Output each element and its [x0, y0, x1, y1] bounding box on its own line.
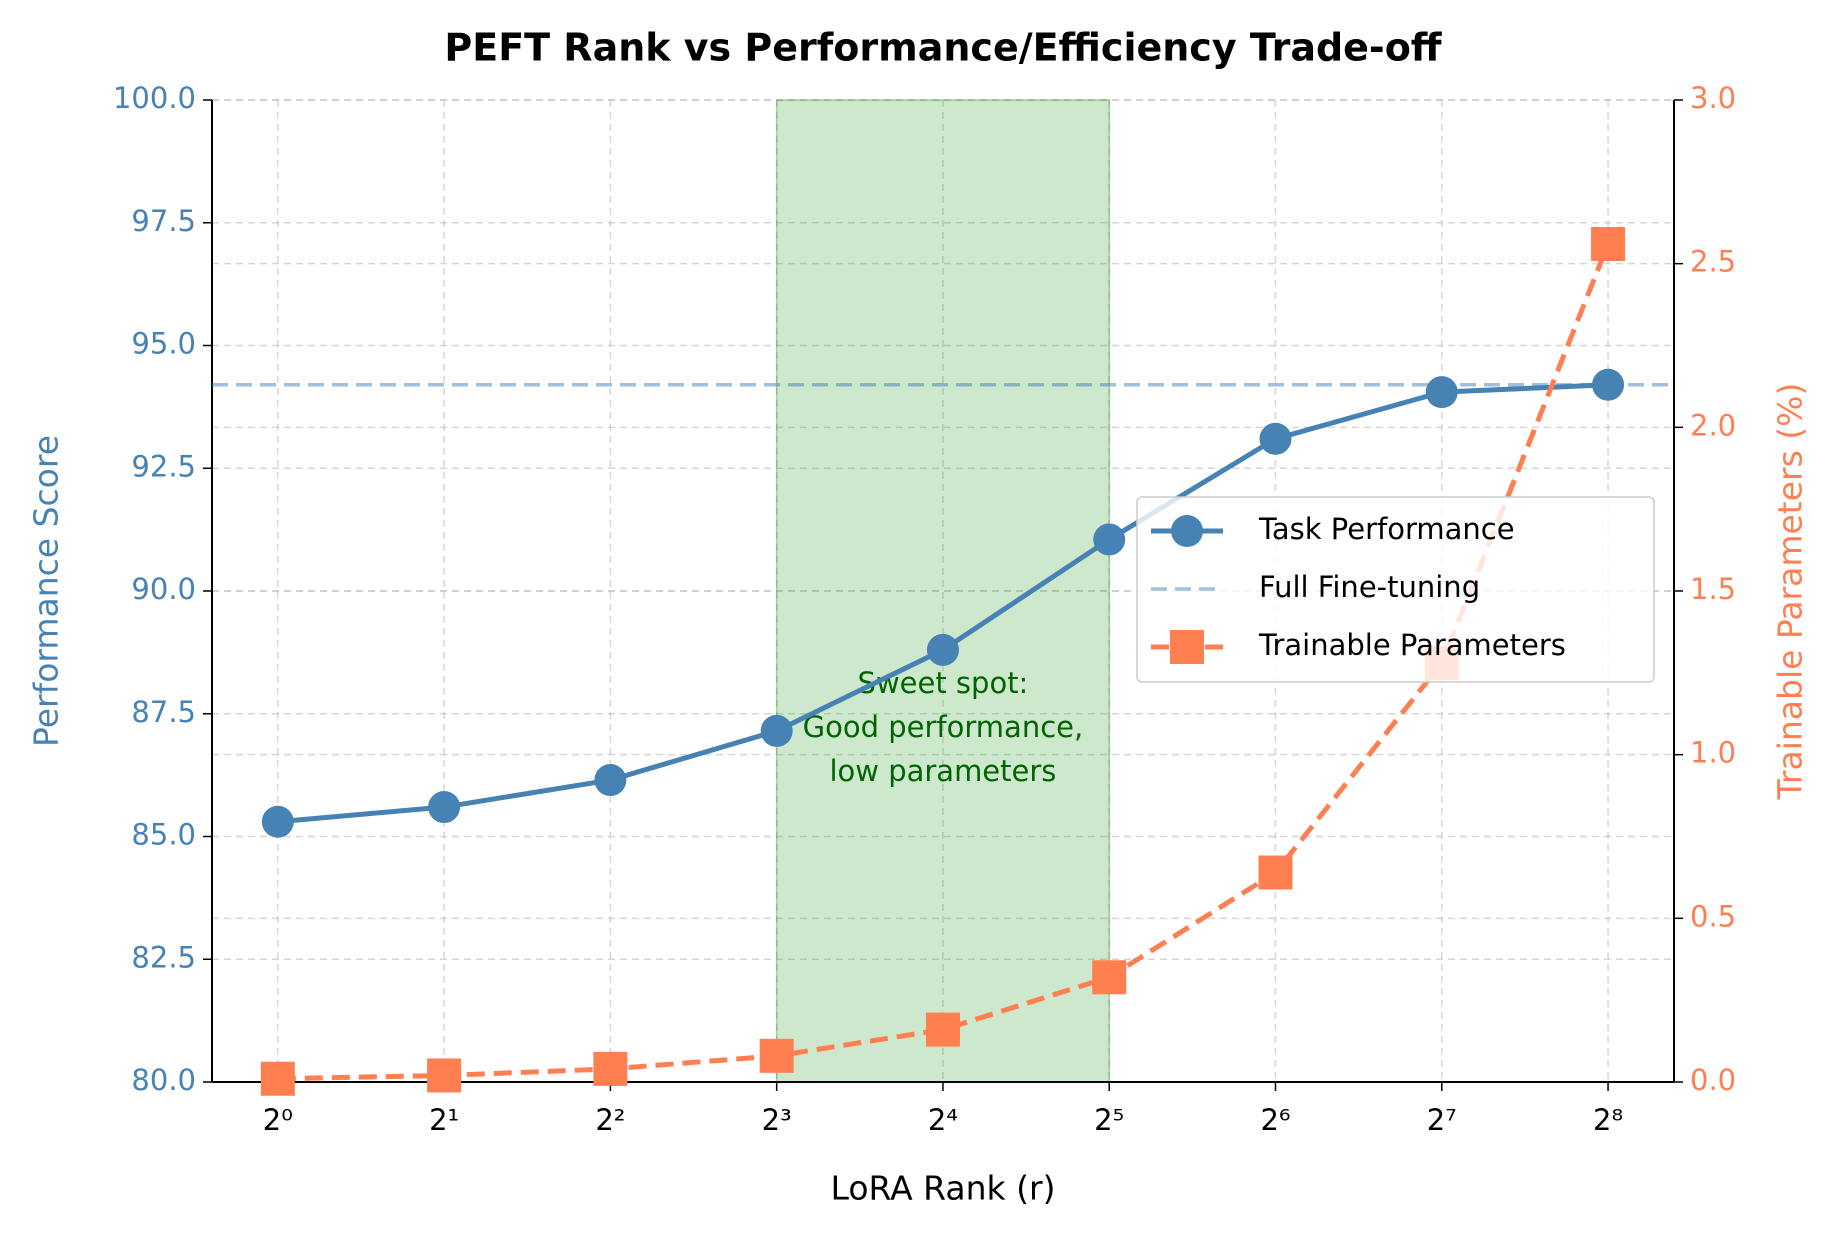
marker [260, 1061, 295, 1096]
marker [1092, 960, 1127, 995]
y2-tick-label: 2.0 [1690, 408, 1736, 442]
annotation: Sweet spot: [858, 666, 1029, 700]
highlight-band [775, 99, 1110, 1083]
marker [427, 1058, 462, 1093]
y-tick-label: 90.0 [131, 572, 196, 606]
annotation: low parameters [829, 754, 1056, 788]
y2-tick-label: 1.5 [1690, 572, 1736, 606]
series-line [277, 243, 1611, 1082]
y-tick-label: 95.0 [131, 327, 196, 361]
x-tick-label: 2⁸ [1593, 1103, 1623, 1137]
y2-tick-label: 1.0 [1690, 736, 1736, 770]
y2-tick-label: 0.5 [1690, 899, 1736, 933]
marker [1592, 368, 1625, 401]
y2-tick-label: 0.0 [1690, 1063, 1736, 1097]
marker [1258, 855, 1293, 890]
legend-marker [1171, 515, 1203, 547]
y2-tick-label: 3.0 [1690, 81, 1736, 115]
x-axis-label: LoRA Rank (r) [831, 1169, 1056, 1208]
x-tick-label: 2⁰ [263, 1103, 293, 1137]
marker [594, 764, 627, 797]
chart-title: PEFT Rank vs Performance/Efficiency Trad… [444, 26, 1442, 70]
y-tick-label: 100.0 [113, 81, 196, 115]
x-tick-label: 2⁵ [1094, 1103, 1124, 1137]
marker [261, 805, 294, 838]
legend-box [1136, 496, 1655, 683]
marker [926, 633, 959, 666]
x-tick-label: 2⁷ [1427, 1103, 1457, 1137]
x-tick-label: 2⁴ [928, 1103, 958, 1137]
marker [760, 714, 793, 747]
annotation: Good performance, [803, 710, 1084, 744]
y-axis-label: Performance Score [27, 435, 66, 747]
x-tick-label: 2⁶ [1260, 1103, 1290, 1137]
legend-label: Trainable Parameters [1258, 628, 1566, 662]
x-tick-label: 2³ [762, 1103, 792, 1137]
x-tick-label: 2² [595, 1103, 625, 1137]
y-tick-label: 87.5 [131, 695, 196, 729]
marker [759, 1038, 794, 1073]
marker [1093, 523, 1126, 556]
marker [925, 1012, 960, 1047]
y-tick-label: 97.5 [131, 204, 196, 238]
x-tick-label: 2¹ [429, 1103, 459, 1137]
y-tick-label: 85.0 [131, 818, 196, 852]
legend-label: Full Fine-tuning [1259, 570, 1480, 604]
marker [593, 1051, 628, 1086]
marker [428, 791, 461, 824]
legend-marker [1170, 630, 1204, 664]
legend-label: Task Performance [1258, 512, 1515, 546]
y-tick-label: 92.5 [131, 449, 196, 483]
y-tick-label: 80.0 [131, 1063, 196, 1097]
marker [1591, 227, 1626, 262]
marker [1425, 376, 1458, 409]
y2-tick-label: 2.5 [1690, 245, 1736, 279]
y2-axis-label: Trainable Parameters (%) [1771, 383, 1810, 801]
y-tick-label: 82.5 [131, 940, 196, 974]
marker [1259, 422, 1292, 455]
